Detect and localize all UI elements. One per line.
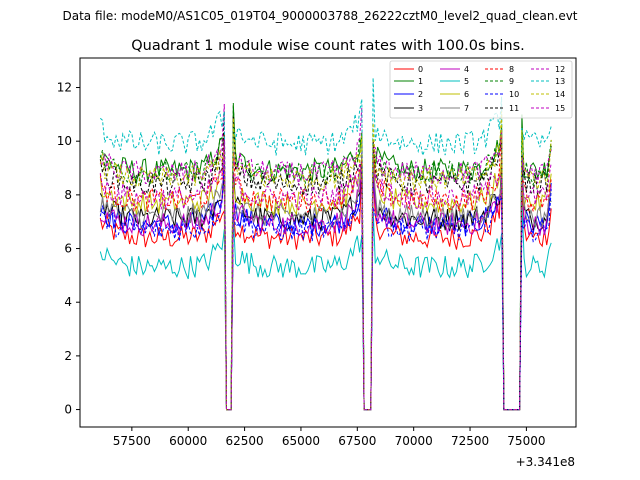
series-line-3 [99, 154, 552, 411]
legend-label-5: 5 [464, 77, 469, 86]
series-line-0 [99, 163, 552, 411]
series-layer [99, 77, 552, 411]
legend-label-7: 7 [464, 104, 469, 113]
x-tick-label: 70000 [395, 434, 433, 448]
y-tick-label: 0 [64, 403, 72, 417]
series-line-15 [99, 139, 552, 411]
legend-label-1: 1 [418, 77, 423, 86]
legend-label-12: 12 [555, 65, 565, 74]
y-tick-label: 2 [64, 349, 72, 363]
series-line-10 [99, 160, 552, 411]
series-line-11 [99, 111, 552, 411]
y-tick-label: 8 [64, 188, 72, 202]
x-tick-label: 60000 [169, 434, 207, 448]
series-line-12 [99, 103, 552, 411]
chart-title: Quadrant 1 module wise count rates with … [131, 38, 525, 54]
y-tick-label: 4 [64, 295, 72, 309]
legend-label-8: 8 [509, 65, 514, 74]
plot-area-frame [79, 57, 577, 428]
legend-label-2: 2 [418, 90, 423, 99]
legend-label-15: 15 [555, 104, 565, 113]
legend-label-11: 11 [509, 104, 519, 113]
x-tick-label: 57500 [113, 434, 151, 448]
y-axis: 0 2 4 6 8 10 12 [57, 81, 80, 417]
series-line-8 [99, 128, 552, 411]
x-tick-label: 62500 [225, 434, 263, 448]
series-line-4 [100, 155, 552, 411]
x-tick-label: 67500 [338, 434, 376, 448]
series-line-7 [99, 156, 552, 411]
legend-label-6: 6 [464, 90, 469, 99]
legend-label-4: 4 [464, 65, 469, 74]
y-tick-label: 12 [57, 81, 72, 95]
legend-label-9: 9 [509, 77, 514, 86]
figure-suptitle: Data file: modeM0/AS1C05_019T04_90000037… [62, 9, 577, 23]
series-line-14 [99, 111, 552, 411]
series-line-5 [99, 198, 552, 411]
legend-label-0: 0 [418, 65, 423, 74]
legend-label-14: 14 [555, 90, 565, 99]
legend-frame [389, 60, 573, 119]
series-line-13 [99, 77, 552, 411]
y-tick-label: 6 [64, 242, 72, 256]
x-tick-label: 72500 [451, 434, 489, 448]
x-tick-label: 75000 [507, 434, 545, 448]
legend-label-10: 10 [509, 90, 519, 99]
x-tick-label: 65000 [282, 434, 320, 448]
y-tick-label: 10 [57, 134, 72, 148]
x-axis: 57500 60000 62500 65000 67500 70000 72500 75000 [113, 427, 545, 448]
series-line-2 [100, 152, 552, 411]
legend-label-13: 13 [555, 77, 565, 86]
series-line-1 [99, 105, 552, 411]
legend-label-3: 3 [418, 104, 423, 113]
x-offset-label: +3.341e8 [516, 455, 575, 469]
